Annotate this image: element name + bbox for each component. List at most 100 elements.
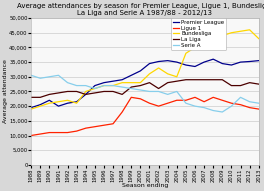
- La Liga: [212, 79, 215, 81]
- La Liga: [221, 79, 224, 81]
- Premier League: [66, 102, 69, 104]
- Line: Ligue 1: Ligue 1: [31, 97, 259, 135]
- Ligue 1: [257, 108, 260, 110]
- Premier League: [166, 59, 169, 62]
- Bundesliga: [30, 108, 33, 110]
- Premier League: [57, 105, 60, 107]
- Ligue 1: [248, 106, 251, 109]
- Ligue 1: [102, 124, 106, 126]
- Bundesliga: [166, 73, 169, 75]
- La Liga: [248, 82, 251, 84]
- Premier League: [39, 104, 42, 106]
- Premier League: [202, 61, 206, 63]
- Bundesliga: [248, 29, 251, 31]
- Bundesliga: [257, 37, 260, 40]
- Ligue 1: [30, 134, 33, 137]
- Ligue 1: [175, 99, 178, 101]
- Serie A: [39, 77, 42, 79]
- Serie A: [194, 105, 197, 107]
- La Liga: [48, 93, 51, 96]
- Serie A: [66, 82, 69, 84]
- Ligue 1: [48, 131, 51, 134]
- X-axis label: Season ending: Season ending: [122, 183, 168, 188]
- Serie A: [202, 106, 206, 109]
- La Liga: [66, 90, 69, 93]
- Line: Serie A: Serie A: [31, 75, 259, 112]
- Ligue 1: [84, 127, 87, 129]
- Serie A: [102, 84, 106, 87]
- Title: Average attendances by season for Premier League, Ligue 1, Bundesliga,
La Liga a: Average attendances by season for Premie…: [17, 3, 264, 16]
- Serie A: [84, 84, 87, 87]
- Premier League: [75, 101, 78, 103]
- La Liga: [57, 92, 60, 94]
- Premier League: [111, 80, 115, 82]
- Bundesliga: [221, 35, 224, 37]
- La Liga: [111, 90, 115, 93]
- Premier League: [230, 64, 233, 66]
- Line: Bundesliga: Bundesliga: [31, 30, 259, 109]
- Serie A: [48, 76, 51, 78]
- La Liga: [75, 90, 78, 93]
- Premier League: [175, 61, 178, 63]
- Ligue 1: [121, 111, 124, 113]
- Bundesliga: [48, 102, 51, 104]
- La Liga: [93, 92, 96, 94]
- Ligue 1: [139, 98, 142, 100]
- Ligue 1: [230, 102, 233, 104]
- Premier League: [239, 61, 242, 63]
- Serie A: [30, 74, 33, 76]
- Serie A: [239, 96, 242, 99]
- Serie A: [57, 74, 60, 76]
- Premier League: [212, 58, 215, 60]
- Serie A: [257, 102, 260, 104]
- Ligue 1: [194, 96, 197, 99]
- Serie A: [157, 90, 160, 93]
- Serie A: [184, 102, 187, 104]
- Line: La Liga: La Liga: [31, 80, 259, 97]
- Ligue 1: [221, 99, 224, 101]
- Serie A: [175, 90, 178, 93]
- Premier League: [257, 59, 260, 62]
- Premier League: [221, 62, 224, 65]
- La Liga: [230, 84, 233, 87]
- La Liga: [84, 93, 87, 96]
- Premier League: [84, 93, 87, 96]
- Premier League: [139, 70, 142, 72]
- Bundesliga: [130, 82, 133, 84]
- La Liga: [194, 79, 197, 81]
- Ligue 1: [111, 123, 115, 125]
- Serie A: [139, 89, 142, 91]
- La Liga: [257, 83, 260, 85]
- Bundesliga: [184, 52, 187, 54]
- Ligue 1: [75, 130, 78, 132]
- Bundesliga: [175, 76, 178, 78]
- La Liga: [30, 96, 33, 99]
- Bundesliga: [66, 99, 69, 101]
- Premier League: [157, 60, 160, 63]
- Bundesliga: [194, 46, 197, 49]
- Serie A: [121, 86, 124, 88]
- Bundesliga: [239, 30, 242, 32]
- Premier League: [30, 106, 33, 109]
- Bundesliga: [57, 101, 60, 103]
- Premier League: [148, 62, 151, 65]
- Ligue 1: [239, 104, 242, 106]
- Ligue 1: [157, 105, 160, 107]
- Bundesliga: [111, 84, 115, 87]
- Premier League: [248, 60, 251, 63]
- Ligue 1: [166, 102, 169, 104]
- Premier League: [184, 64, 187, 66]
- Ligue 1: [184, 99, 187, 101]
- La Liga: [157, 87, 160, 90]
- Ligue 1: [66, 131, 69, 134]
- Serie A: [93, 87, 96, 90]
- Bundesliga: [212, 32, 215, 34]
- Bundesliga: [93, 87, 96, 90]
- Y-axis label: Average attendance: Average attendance: [3, 60, 8, 123]
- Premier League: [130, 74, 133, 76]
- La Liga: [239, 84, 242, 87]
- Serie A: [75, 84, 78, 87]
- Ligue 1: [93, 125, 96, 128]
- Serie A: [111, 84, 115, 87]
- Ligue 1: [39, 133, 42, 135]
